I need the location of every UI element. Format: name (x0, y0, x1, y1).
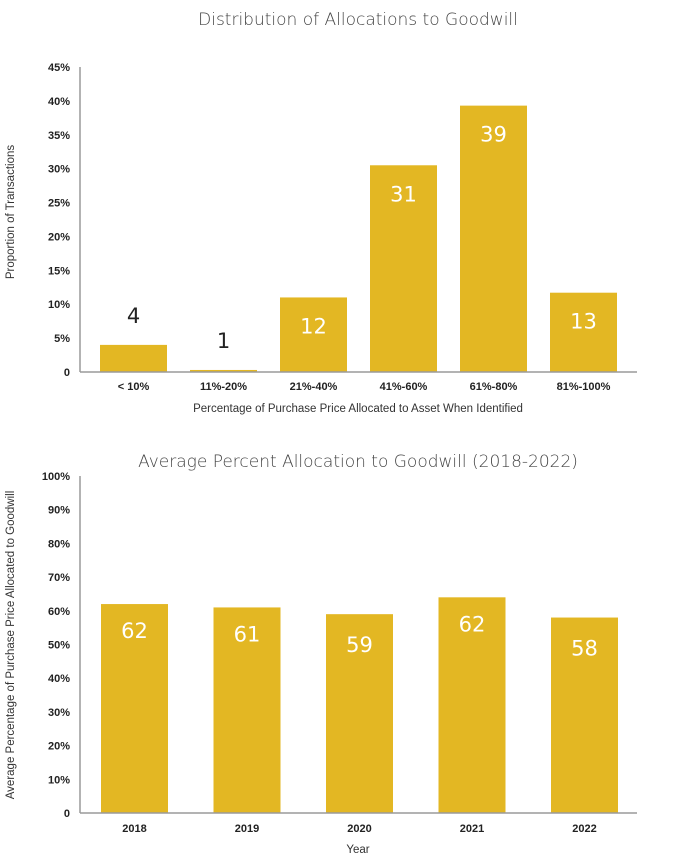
data-label: 39 (480, 123, 507, 147)
y-tick-label: 45% (48, 62, 70, 74)
data-label: 59 (346, 633, 373, 657)
bar (190, 369, 257, 372)
y-tick-label: 10% (48, 774, 70, 786)
data-label: 4 (127, 304, 140, 328)
x-axis-label: Year (346, 844, 369, 856)
x-axis-label: Percentage of Purchase Price Allocated t… (193, 403, 523, 415)
y-tick-label: 80% (48, 538, 70, 550)
x-tick-label: 2019 (235, 823, 259, 835)
y-tick-label: 30% (48, 707, 70, 719)
bar (550, 292, 617, 372)
x-tick-label: 61%-80% (470, 381, 518, 393)
data-label: 62 (121, 619, 148, 643)
x-tick-label: 41%-60% (380, 381, 428, 393)
data-label: 1 (217, 329, 230, 353)
x-tick-label: 2022 (572, 823, 596, 835)
bar (280, 297, 347, 372)
y-axis-label: Average Percentage of Purchase Price All… (5, 491, 17, 800)
data-label: 61 (234, 622, 261, 646)
data-label: 12 (300, 314, 327, 338)
y-tick-label: 70% (48, 572, 70, 584)
data-label: 58 (571, 637, 598, 661)
chart-title: Average Percent Allocation to Goodwill (… (138, 452, 578, 472)
data-label: 62 (459, 612, 486, 636)
x-tick-label: 2021 (460, 823, 484, 835)
y-tick-label: 0 (64, 367, 70, 379)
y-tick-label: 60% (48, 606, 70, 618)
y-tick-label: 100% (42, 471, 70, 483)
bar (460, 105, 527, 372)
data-label: 31 (390, 182, 417, 206)
y-tick-label: 30% (48, 164, 70, 176)
y-tick-label: 5% (54, 333, 70, 345)
y-tick-label: 90% (48, 505, 70, 517)
x-tick-label: < 10% (118, 381, 150, 393)
bar (101, 604, 168, 813)
chart-title: Distribution of Allocations to Goodwill (198, 10, 518, 30)
y-tick-label: 25% (48, 198, 70, 210)
bar (213, 607, 281, 813)
bar (438, 597, 506, 813)
x-tick-label: 21%-40% (290, 381, 338, 393)
y-tick-label: 40% (48, 96, 70, 108)
chart-distribution: Distribution of Allocations to Goodwill … (5, 10, 637, 415)
chart-average-allocation: Average Percent Allocation to Goodwill (… (5, 452, 637, 856)
y-axis-label: Proportion of Transactions (5, 145, 17, 279)
data-label: 13 (570, 310, 597, 334)
y-tick-label: 40% (48, 673, 70, 685)
y-tick-label: 35% (48, 130, 70, 142)
bar (551, 617, 618, 813)
y-tick-label: 20% (48, 741, 70, 753)
y-tick-label: 15% (48, 265, 70, 277)
x-tick-label: 2020 (347, 823, 371, 835)
bar (370, 165, 437, 372)
x-tick-label: 2018 (122, 823, 146, 835)
y-tick-label: 50% (48, 640, 70, 652)
y-tick-label: 10% (48, 299, 70, 311)
x-tick-label: 81%-100% (557, 381, 611, 393)
y-tick-label: 0 (64, 808, 70, 820)
y-tick-label: 20% (48, 231, 70, 243)
x-tick-label: 11%-20% (200, 381, 247, 393)
bar (100, 344, 167, 372)
bar (326, 614, 393, 813)
